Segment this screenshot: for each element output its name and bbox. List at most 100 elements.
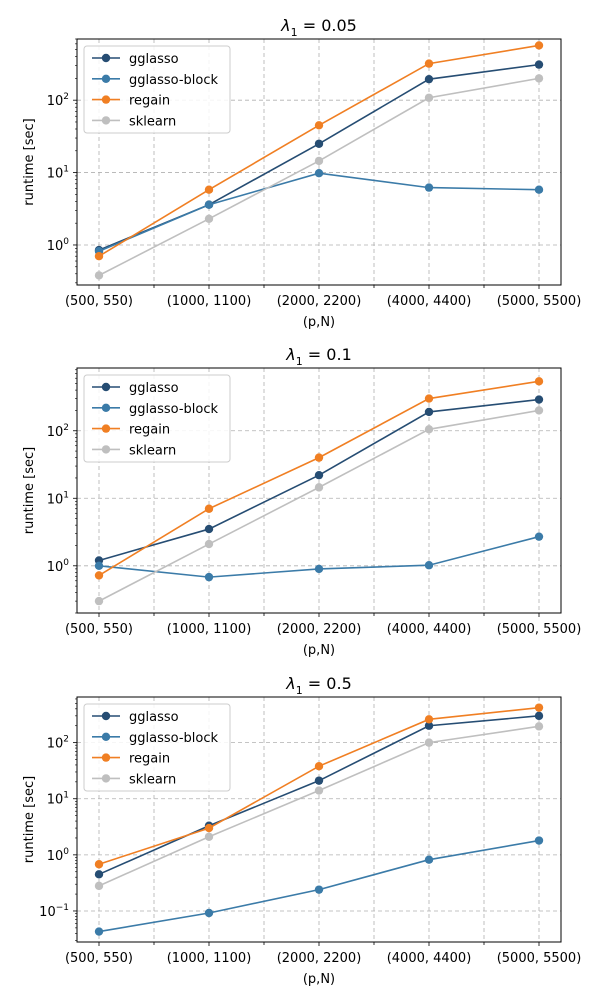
- data-point: [424, 93, 434, 102]
- y-tick-label: 100: [47, 237, 70, 254]
- series-2: [94, 836, 544, 936]
- legend-marker: [101, 74, 111, 84]
- x-tick-label: (2000, 2200): [277, 622, 362, 637]
- data-point: [424, 183, 434, 192]
- data-point: [424, 59, 434, 68]
- data-point: [314, 483, 324, 492]
- legend-marker: [101, 774, 111, 783]
- legend-label: regain: [129, 752, 170, 767]
- data-point: [534, 60, 544, 69]
- legend-label: gglasso: [129, 52, 179, 67]
- chart-title: λ1 = 0.05: [280, 16, 357, 39]
- data-point: [314, 762, 324, 771]
- data-point: [534, 395, 544, 404]
- legend-marker: [101, 711, 111, 721]
- data-point: [204, 539, 214, 549]
- data-point: [94, 870, 104, 879]
- legend-box: [83, 703, 231, 792]
- y-tick-label: 101: [47, 791, 69, 808]
- legend-label: sklearn: [129, 443, 176, 458]
- data-point: [314, 139, 324, 148]
- x-tick-label: (500, 550): [65, 622, 133, 637]
- series-4: [94, 722, 544, 891]
- chart-panel-2: (500, 550) (1000, 1100) (2000, 2200) (4000,…: [22, 345, 581, 658]
- data-point: [534, 836, 544, 845]
- data-point: [534, 185, 544, 194]
- data-point: [204, 185, 214, 194]
- data-point: [314, 776, 324, 785]
- data-point: [94, 571, 104, 580]
- data-point: [204, 524, 214, 534]
- series-3: [94, 377, 544, 580]
- data-point: [314, 169, 324, 178]
- legend: gglasso gglasso-block regain sklearn: [83, 374, 231, 463]
- plot-frame: [76, 367, 562, 614]
- legend-label: regain: [129, 94, 170, 109]
- y-tick-label: 100: [47, 558, 70, 575]
- legend: gglasso gglasso-block regain sklearn: [83, 45, 231, 134]
- x-tick-label: (2000, 2200): [277, 294, 362, 309]
- legend-marker: [101, 445, 111, 454]
- y-tick-label: 100: [47, 847, 70, 864]
- y-tick-label: 102: [47, 423, 69, 440]
- x-tick-label: (500, 550): [65, 294, 133, 309]
- x-tick-label: (4000, 4400): [387, 294, 472, 309]
- y-tick-label: 10−1: [39, 903, 69, 920]
- legend-box: [83, 45, 231, 134]
- data-point: [314, 885, 324, 894]
- legend-marker: [101, 116, 111, 125]
- x-tick-label: (5000, 5500): [497, 294, 582, 309]
- x-tick-label: (1000, 1100): [167, 951, 252, 966]
- data-point: [314, 786, 324, 795]
- x-tick-label: (4000, 4400): [387, 622, 472, 637]
- y-axis-label: runtime [sec]: [22, 447, 37, 534]
- legend-label: gglasso-block: [129, 73, 218, 88]
- x-tick-label: (2000, 2200): [277, 951, 362, 966]
- data-point: [314, 470, 324, 480]
- data-point: [424, 738, 434, 747]
- data-point: [314, 564, 324, 574]
- y-tick-label: 101: [47, 165, 69, 182]
- legend-marker: [101, 53, 111, 63]
- data-point: [314, 121, 324, 130]
- y-axis-label: runtime [sec]: [22, 118, 37, 205]
- series-2: [94, 532, 544, 582]
- data-point: [424, 855, 434, 864]
- series-3: [94, 703, 544, 869]
- data-point: [424, 715, 434, 724]
- data-point: [204, 572, 214, 582]
- data-point: [534, 532, 544, 541]
- data-point: [204, 200, 214, 209]
- data-point: [94, 271, 104, 280]
- legend-marker: [101, 95, 111, 104]
- x-axis-label: (p,N): [303, 315, 335, 330]
- y-tick-label: 101: [47, 490, 69, 507]
- data-point: [534, 722, 544, 731]
- legend-label: sklearn: [129, 114, 176, 129]
- chart-panel-1: (500, 550) (1000, 1100) (2000, 2200) (4000,…: [22, 16, 581, 330]
- y-axis-label: runtime [sec]: [22, 776, 37, 863]
- legend-label: gglasso: [129, 710, 179, 725]
- legend-label: gglasso-block: [129, 402, 218, 417]
- data-point: [94, 881, 104, 891]
- data-point: [534, 406, 544, 415]
- legend-label: gglasso-block: [129, 731, 218, 746]
- legend-marker: [101, 382, 111, 392]
- data-point: [204, 908, 214, 918]
- data-point: [204, 832, 214, 841]
- data-point: [534, 41, 544, 50]
- x-axis-label: (p,N): [303, 643, 335, 658]
- data-point: [424, 394, 434, 403]
- legend-marker: [101, 732, 111, 741]
- data-point: [534, 377, 544, 386]
- data-point: [424, 561, 434, 570]
- series-line: [98, 172, 540, 252]
- data-point: [424, 425, 434, 434]
- plot-frame: [76, 696, 562, 943]
- data-point: [314, 156, 324, 166]
- legend-label: regain: [129, 423, 170, 438]
- y-tick-label: 102: [47, 92, 69, 109]
- y-tick-label: 102: [47, 735, 69, 752]
- legend-marker: [101, 403, 111, 412]
